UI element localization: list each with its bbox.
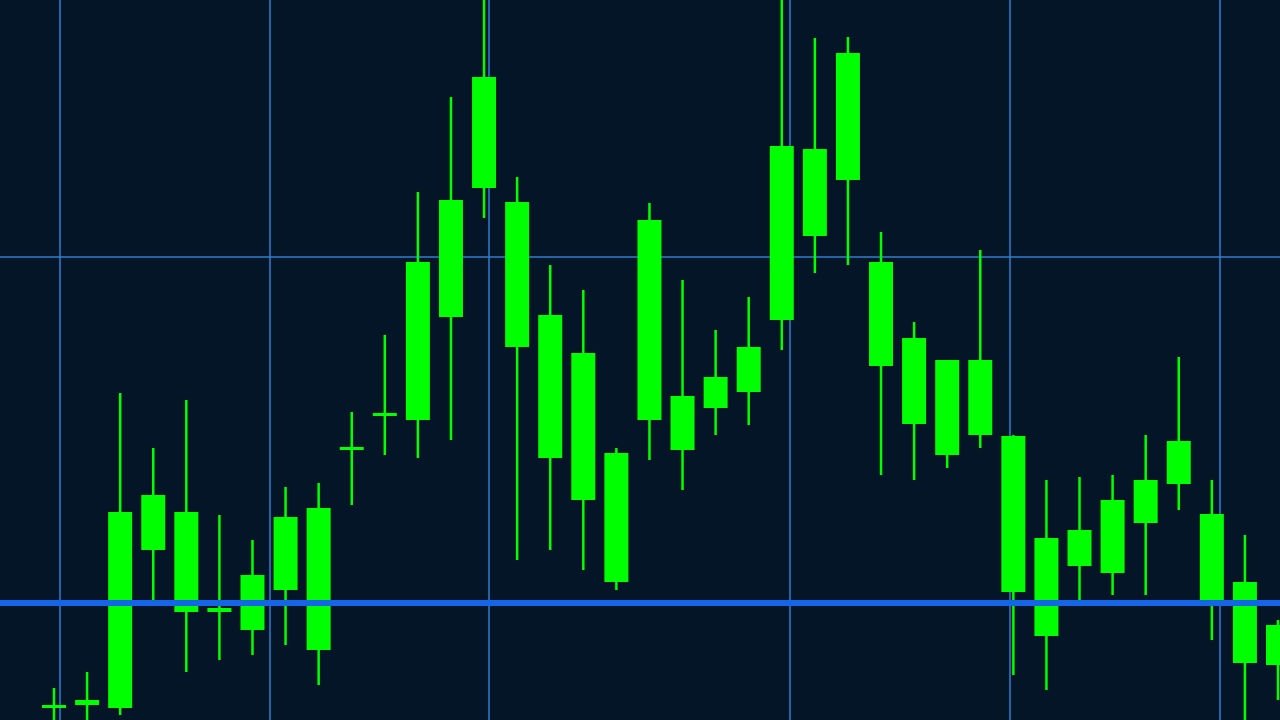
- candle-body: [902, 338, 927, 424]
- candle-body: [405, 262, 430, 420]
- candle-body: [1001, 436, 1026, 592]
- candle-body: [670, 396, 695, 450]
- candle-body: [372, 413, 397, 416]
- candle-body: [273, 517, 298, 590]
- candle-body: [736, 347, 761, 392]
- candle-body: [306, 508, 331, 650]
- candle-body: [637, 220, 662, 420]
- candle-body: [141, 495, 166, 550]
- candle-body: [769, 146, 794, 320]
- candle-body: [75, 700, 100, 705]
- candle-body: [802, 149, 827, 236]
- candle-body: [1067, 530, 1092, 566]
- candle-body: [1100, 500, 1125, 573]
- candle-body: [835, 53, 860, 180]
- candle-body: [935, 360, 960, 455]
- candle-body: [1133, 480, 1158, 523]
- candle-body: [538, 315, 563, 458]
- candle-body: [1166, 441, 1191, 484]
- candle-body: [174, 512, 199, 612]
- candle-body: [472, 77, 497, 188]
- candle-body: [505, 202, 530, 347]
- candles: [42, 0, 1280, 720]
- candle-body: [438, 200, 463, 317]
- candle-body: [869, 262, 894, 366]
- candle-body: [1034, 538, 1059, 636]
- candle-body: [339, 447, 364, 450]
- candle-body: [968, 360, 993, 435]
- candle-body: [42, 705, 66, 708]
- candle-body: [571, 353, 596, 500]
- candle-body: [1266, 625, 1280, 665]
- candle-body: [703, 377, 728, 408]
- candle-body: [604, 453, 629, 582]
- candle-body: [1232, 582, 1257, 663]
- candle-body: [207, 608, 232, 612]
- candle-body: [108, 512, 133, 708]
- candle-body: [1199, 514, 1224, 600]
